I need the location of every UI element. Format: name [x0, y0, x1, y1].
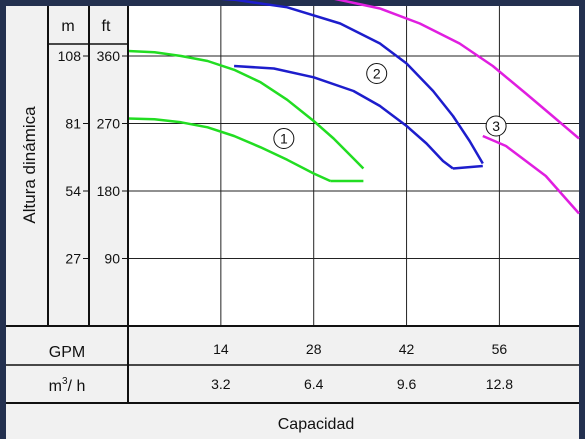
- curve-2-lower: [234, 64, 454, 170]
- y-tick-label-ft: 270: [97, 116, 121, 132]
- x-tick-label-gpm: 14: [213, 341, 229, 357]
- x-tick-label-gpm: 42: [399, 341, 415, 357]
- x-table-bg: [6, 326, 579, 439]
- series-layer: 1 2 3: [127, 0, 580, 215]
- x-axis-m3h-base: m: [49, 378, 62, 395]
- x-tick-label-m3h: 6.4: [304, 376, 324, 392]
- y-tick-label-m: 27: [65, 251, 81, 267]
- curve-2-upper: [220, 0, 484, 165]
- y-axis-title: Altura dinámica: [20, 106, 39, 224]
- plot-area-bg: [128, 6, 579, 326]
- curve-label-circle: [485, 115, 507, 137]
- x-axis-gpm-label: GPM: [49, 344, 85, 361]
- curve-label-2: 2: [373, 66, 381, 82]
- axis-column-bg: [6, 6, 128, 326]
- x-axis-m3h-sup: 3: [62, 376, 68, 387]
- x-tick-label-m3h: 9.6: [397, 376, 417, 392]
- structure-layer: [6, 6, 579, 404]
- x-tick-label-m3h: 12.8: [486, 376, 513, 392]
- x-tick-label-m3h: 3.2: [211, 376, 231, 392]
- curve-label-3: 3: [492, 118, 500, 134]
- y-unit-ft-header: ft: [102, 18, 111, 35]
- curve-1-upper: [127, 49, 365, 170]
- x-tick-labels: 14 3.2 28 6.4 42 9.6 56 12.8: [211, 341, 513, 392]
- x-axis-m3h-rest: / h: [68, 378, 86, 395]
- y-tick-labels: 108 360 81 270 54 180 27 90: [58, 48, 128, 267]
- curve-2-base: [452, 164, 483, 170]
- curve-label-circle: [366, 63, 388, 84]
- y-tick-label-ft: 360: [97, 48, 121, 64]
- curve-3-upper: [334, 0, 580, 140]
- curve-label-circle: [273, 128, 295, 149]
- x-axis-title: Capacidad: [278, 416, 355, 433]
- curve-1-lower: [127, 117, 331, 183]
- y-tick-label-ft: 180: [97, 183, 121, 199]
- x-axis-m3h-label: m3/ h: [49, 376, 86, 395]
- y-unit-m-header: m: [61, 18, 74, 35]
- curve-3-lower: [482, 134, 580, 215]
- grid-layer: [128, 6, 579, 326]
- y-tick-label-ft: 90: [104, 251, 120, 267]
- y-tick-label-m: 54: [65, 183, 81, 199]
- curve-label-1: 1: [280, 131, 288, 147]
- y-tick-label-m: 81: [65, 116, 81, 132]
- x-tick-label-gpm: 28: [306, 341, 322, 357]
- x-tick-label-gpm: 56: [492, 341, 508, 357]
- y-tick-label-m: 108: [58, 48, 82, 64]
